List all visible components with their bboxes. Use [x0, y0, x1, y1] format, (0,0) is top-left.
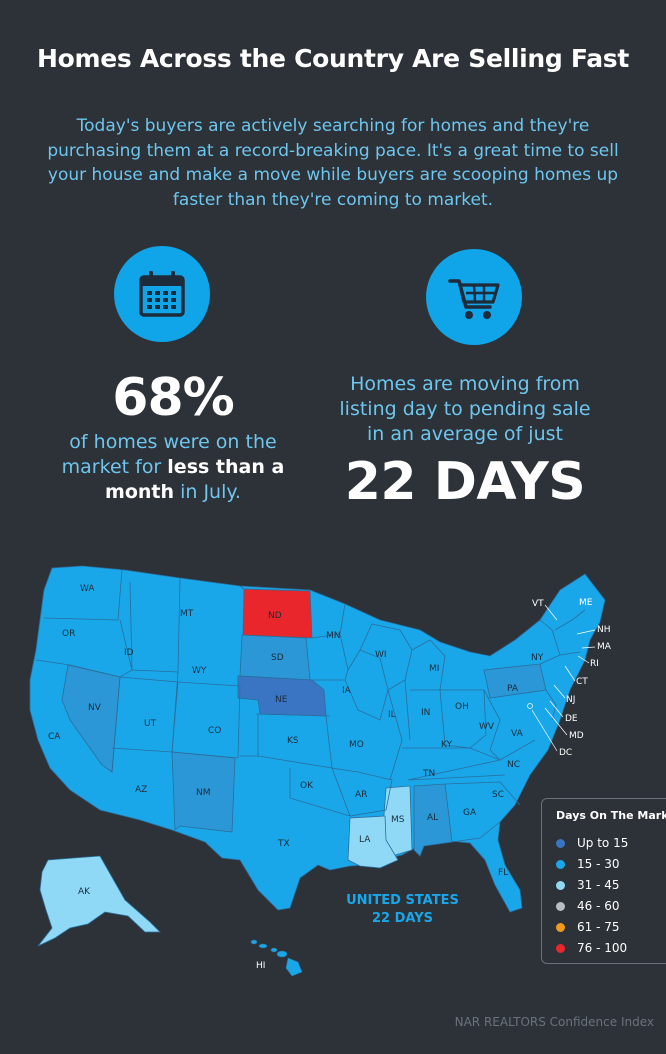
label-hi: HI — [256, 961, 265, 971]
label-mo: MO — [349, 740, 364, 750]
label-nm: NM — [196, 788, 211, 798]
percentage-text-1: of homes were on the market for — [61, 431, 277, 478]
label-tx: TX — [277, 839, 290, 849]
label-va: VA — [511, 729, 524, 739]
label-wv: WV — [479, 722, 495, 732]
label-co: CO — [208, 726, 221, 736]
percentage-description: of homes were on the market for less tha… — [48, 430, 298, 505]
page-title: Homes Across the Country Are Selling Fas… — [36, 44, 630, 73]
label-ct: CT — [576, 677, 588, 687]
label-mt: MT — [180, 609, 194, 619]
cart-icon-circle — [426, 249, 522, 345]
label-md: MD — [569, 731, 584, 741]
label-ms: MS — [391, 815, 405, 825]
label-dc: DC — [559, 748, 572, 758]
label-nj: NJ — [566, 695, 575, 705]
label-ky: KY — [441, 740, 453, 750]
legend-item: Up to 15 — [556, 833, 628, 853]
label-pa: PA — [507, 684, 519, 694]
national-label-line2: 22 DAYS — [371, 911, 433, 926]
label-mn: MN — [326, 631, 341, 641]
legend-swatch — [556, 922, 565, 932]
percentage-value: 68% — [112, 368, 234, 428]
legend-label: 31 - 45 — [577, 878, 620, 892]
legend-label: 76 - 100 — [577, 941, 628, 955]
label-or: OR — [62, 629, 75, 639]
label-wa: WA — [80, 584, 95, 594]
stat-homes-percentage: 68% of homes were on the market for less… — [48, 366, 298, 505]
us-map: WA OR CA ID NV MT WY UT AZ CO NM ND SD N… — [29, 565, 612, 977]
label-id: ID — [124, 648, 134, 658]
state-la — [347, 815, 399, 869]
label-tn: TN — [422, 769, 435, 779]
national-average-label: UNITED STATES 22 DAYS — [345, 892, 460, 928]
label-wi: WI — [375, 650, 387, 660]
source-credit: NAR REALTORS Confidence Index — [454, 1015, 654, 1029]
legend-swatch — [556, 901, 565, 911]
label-ca: CA — [48, 732, 61, 742]
label-sd: SD — [271, 653, 284, 663]
calendar-icon — [139, 271, 185, 317]
leader-lines — [527, 604, 596, 752]
legend-label: 15 - 30 — [577, 857, 620, 871]
map-lower48-base — [29, 565, 606, 913]
legend-item: 15 - 30 — [556, 854, 620, 874]
label-ok: OK — [300, 781, 314, 791]
label-al: AL — [427, 813, 438, 823]
legend-swatch — [556, 838, 565, 848]
days-description: Homes are moving from listing day to pen… — [339, 373, 591, 445]
label-ak: AK — [78, 887, 91, 897]
label-ma: MA — [597, 642, 612, 652]
calendar-icon-circle — [114, 246, 210, 342]
days-value: 22 DAYS — [344, 452, 586, 512]
label-ri: RI — [590, 659, 599, 669]
label-nc: NC — [507, 760, 520, 770]
label-ar: AR — [355, 790, 367, 800]
legend-item: 46 - 60 — [556, 896, 620, 916]
label-sc: SC — [492, 790, 504, 800]
legend-title: Days On The Market — [556, 809, 666, 822]
label-de: DE — [565, 714, 578, 724]
label-vt: VT — [532, 599, 544, 609]
percentage-bold-text: less than a month — [105, 456, 285, 503]
label-ks: KS — [287, 736, 299, 746]
label-nh: NH — [597, 625, 611, 635]
label-nd: ND — [268, 611, 282, 621]
state-hi — [250, 939, 303, 977]
legend-item: 61 - 75 — [556, 917, 620, 937]
label-nv: NV — [88, 703, 102, 713]
percentage-text-2: in July. — [174, 481, 241, 503]
legend-swatch — [556, 943, 565, 953]
legend-swatch — [556, 880, 565, 890]
label-me: ME — [579, 598, 593, 608]
label-ny: NY — [531, 653, 544, 663]
legend-item: 31 - 45 — [556, 875, 620, 895]
label-oh: OH — [455, 702, 469, 712]
legend-label: 46 - 60 — [577, 899, 620, 913]
label-mi: MI — [429, 664, 439, 674]
label-ga: GA — [463, 808, 477, 818]
stat-days-to-pending: Homes are moving from listing day to pen… — [330, 372, 600, 517]
national-label-line1: UNITED STATES — [346, 893, 459, 908]
legend-label: 61 - 75 — [577, 920, 620, 934]
label-ne: NE — [275, 695, 288, 705]
state-ak — [37, 855, 161, 947]
label-az: AZ — [135, 785, 147, 795]
legend-swatch — [556, 859, 565, 869]
legend-label: Up to 15 — [577, 836, 629, 850]
label-fl: FL — [498, 868, 508, 878]
label-il: IL — [388, 710, 396, 720]
label-ut: UT — [144, 719, 157, 729]
legend-box: Days On The Market Up to 15 15 - 30 31 - 4… — [541, 798, 666, 964]
label-wy: WY — [192, 666, 207, 676]
intro-paragraph: Today's buyers are actively searching fo… — [47, 116, 619, 210]
label-la: LA — [359, 835, 371, 845]
label-in: IN — [421, 708, 430, 718]
label-ia: IA — [342, 686, 352, 696]
legend-item: 76 - 100 — [556, 938, 627, 958]
state-labels: WA OR CA ID NV MT WY UT AZ CO NM ND SD N… — [48, 584, 612, 971]
shopping-cart-icon — [448, 279, 500, 319]
